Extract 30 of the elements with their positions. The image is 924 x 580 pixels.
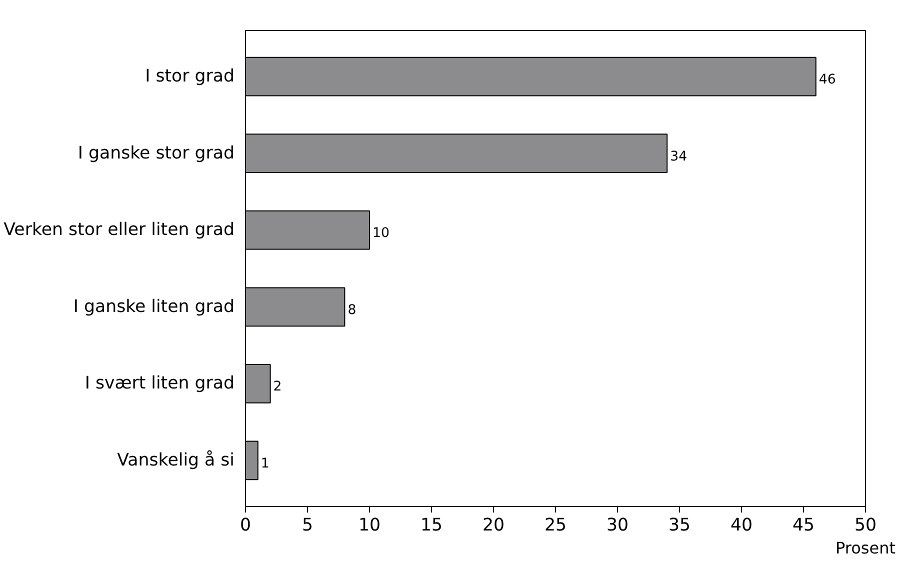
bar — [246, 440, 258, 480]
x-axis-title: Prosent — [836, 538, 896, 558]
data-label: 46 — [818, 72, 836, 88]
y-tick-label: I stor grad — [145, 66, 235, 87]
x-tick-label: 25 — [544, 516, 567, 536]
data-label: 8 — [348, 302, 356, 318]
x-tick-label: 50 — [854, 516, 877, 536]
data-label: 1 — [260, 456, 270, 472]
bar — [246, 287, 346, 327]
x-tick-label: 10 — [358, 516, 381, 536]
y-tick-label: I svært liten grad — [84, 374, 235, 394]
bar — [246, 210, 370, 250]
x-tick-label: 40 — [730, 516, 753, 536]
data-label: 10 — [372, 226, 390, 242]
data-label: 2 — [273, 380, 282, 395]
x-tick-label: 0 — [240, 516, 252, 536]
bar — [246, 134, 668, 174]
x-tick-label: 15 — [420, 516, 443, 536]
x-tick-label: 5 — [302, 516, 314, 536]
y-tick-label: Vanskelig å si — [117, 449, 235, 470]
x-tick-label: 30 — [606, 516, 629, 536]
bar — [246, 364, 271, 404]
y-tick-label: Verken stor eller liten grad — [4, 220, 235, 240]
x-tick-label: 45 — [792, 516, 815, 536]
data-label: 34 — [670, 149, 688, 164]
bar — [246, 56, 816, 96]
y-tick-label: I ganske stor grad — [78, 143, 235, 164]
y-tick-label: I ganske liten grad — [73, 296, 235, 317]
x-tick-label: 20 — [482, 516, 505, 536]
x-tick-label: 35 — [668, 516, 691, 536]
